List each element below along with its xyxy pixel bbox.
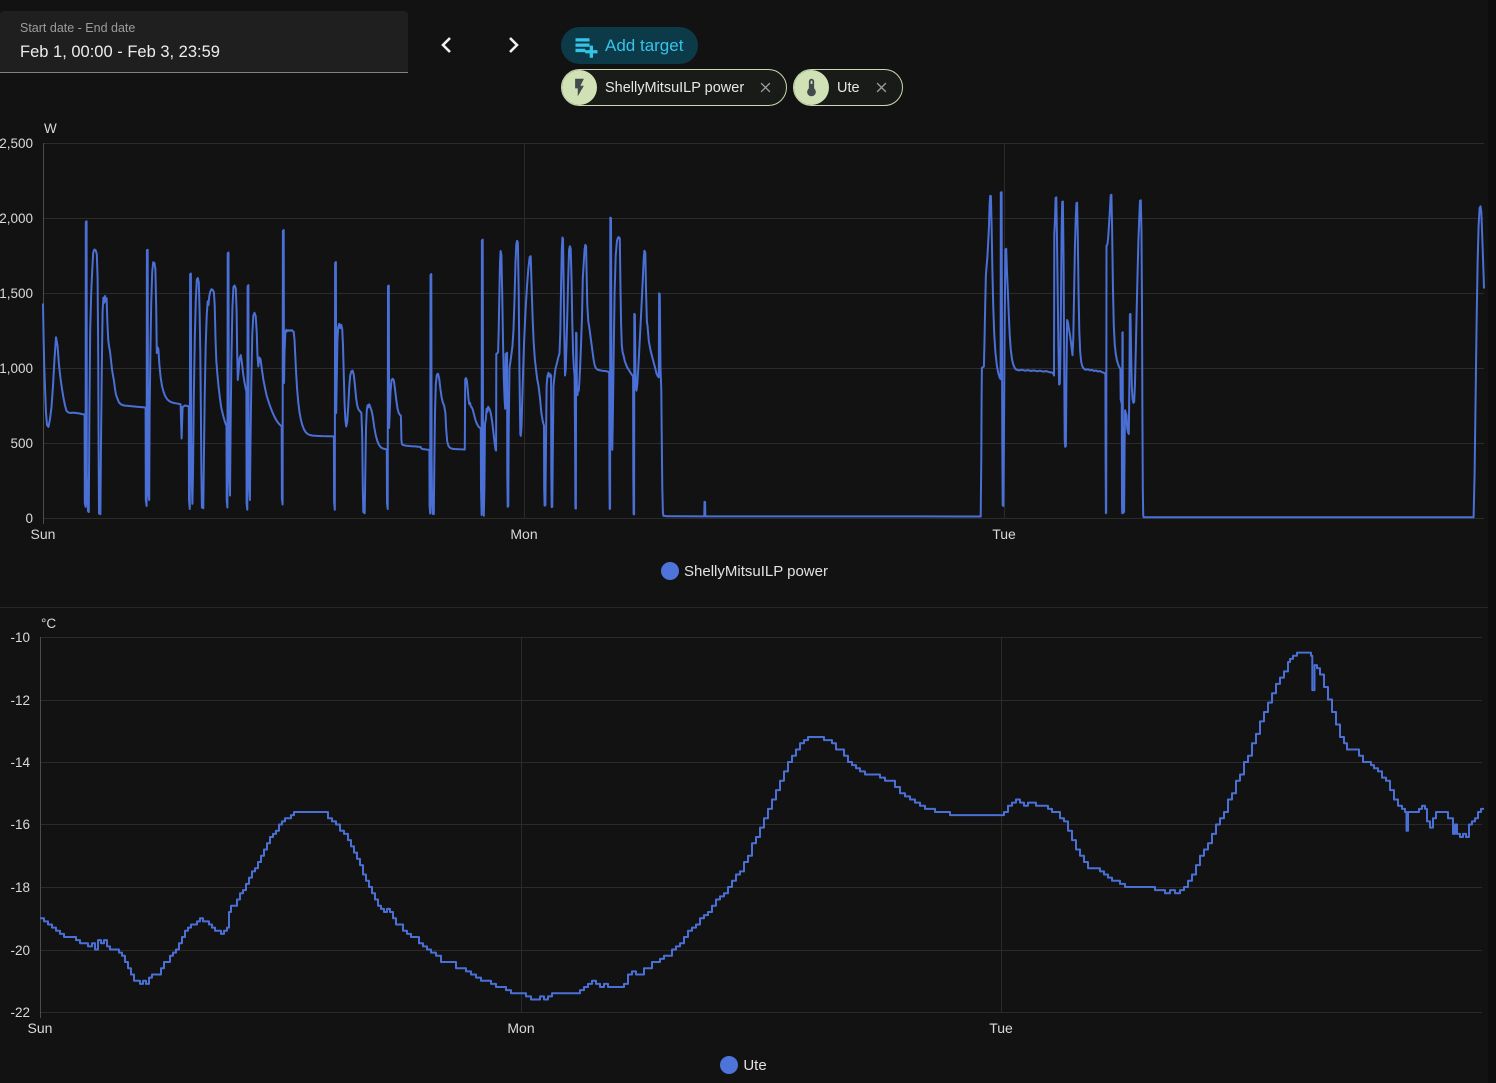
svg-text:Sun: Sun: [31, 526, 56, 542]
svg-text:-10: -10: [10, 630, 30, 645]
svg-text:-14: -14: [10, 755, 30, 770]
svg-text:500: 500: [10, 436, 33, 451]
svg-text:-22: -22: [10, 1005, 30, 1020]
svg-text:2,500: 2,500: [0, 136, 33, 151]
svg-text:°C: °C: [41, 616, 56, 631]
svg-text:-12: -12: [10, 693, 30, 708]
svg-text:W: W: [44, 121, 57, 136]
svg-text:Mon: Mon: [510, 526, 537, 542]
svg-text:1,500: 1,500: [0, 286, 33, 301]
svg-text:-16: -16: [10, 817, 30, 832]
svg-text:Tue: Tue: [989, 1020, 1013, 1036]
svg-text:-18: -18: [10, 880, 30, 895]
svg-text:1,000: 1,000: [0, 361, 33, 376]
svg-text:2,000: 2,000: [0, 211, 33, 226]
svg-text:Mon: Mon: [507, 1020, 534, 1036]
svg-text:0: 0: [25, 511, 33, 526]
svg-text:Sun: Sun: [28, 1020, 53, 1036]
svg-text:-20: -20: [10, 943, 30, 958]
svg-text:Tue: Tue: [992, 526, 1016, 542]
